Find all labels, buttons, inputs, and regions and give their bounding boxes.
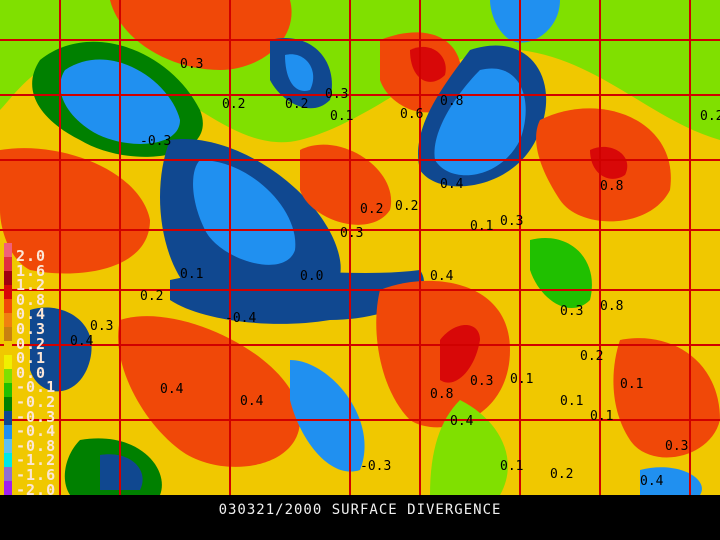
contour-label: 0.2 [700,109,720,124]
contour-label: 0.0 [300,269,323,284]
legend-swatch [4,369,12,383]
legend-label: -0.2 [16,393,57,411]
legend-label: 2.0 [16,247,47,265]
contour-label: 0.1 [470,219,493,234]
contour-label: 0.3 [325,87,348,102]
legend-label: 1.6 [16,261,47,280]
legend-label: 0.0 [16,363,47,382]
contour-label: 0.4 [240,394,264,409]
legend-swatch [4,257,12,271]
contour-label: 0.3 [180,57,203,72]
contour-label: 0.8 [430,387,453,402]
legend-swatch [4,327,12,341]
legend-label: -2.0 [16,480,57,499]
legend-swatch [4,285,12,299]
contour-label: 0.4 [160,382,184,397]
contour-label: 0.1 [560,394,583,409]
legend-swatch [4,467,12,481]
legend-swatch [4,439,12,453]
legend-label: 0.1 [16,349,47,368]
contour-label: 0.1 [500,459,523,474]
contour-label: 0.1 [620,377,643,392]
contour-label: 0.8 [600,179,623,194]
contour-label: 0.6 [400,107,423,122]
contour-label: 0.3 [665,439,688,454]
legend-label: 0.8 [16,290,47,309]
contour-label: -0.4 [225,311,256,326]
contour-label: 0.2 [222,97,245,112]
legend-swatch [4,313,12,327]
contour-label: 0.4 [640,474,664,489]
legend-swatch [4,425,12,439]
contour-label: 0.3 [90,319,113,334]
contour-label: 0.4 [430,269,454,284]
divergence-map: 0.30.2 0.20.30.1-0.30.60.80.40.20.10.80.3… [0,0,720,495]
contour-label: -0.3 [140,134,171,149]
contour-label: 0.1 [590,409,613,424]
legend-swatch [4,481,12,495]
legend-swatch [4,243,12,257]
contour-label: 0.4 [70,334,94,349]
legend-label: 0.3 [16,320,47,338]
legend-label: 1.2 [16,276,47,295]
legend-swatch [4,411,12,425]
legend-swatch [4,355,12,369]
legend-swatch [4,383,12,397]
legend-label: 0.4 [16,305,47,324]
contour-label: 0.8 [440,94,463,109]
contour-label: -0.3 [360,459,391,474]
contour-label: 0.3 [470,374,493,389]
legend-label: -0.3 [16,407,57,426]
legend-swatch [4,299,12,313]
legend-label: -1.2 [16,451,57,470]
contour-labels: 0.3 0.2 0.2 0.3 0.1 -0.3 0.6 0.8 0.4 0.2 0.1 0.8 0.3… [70,57,720,489]
contour-label: 0.2 [395,199,418,214]
legend-swatch [4,453,12,467]
contour-label: 0.1 [510,372,533,387]
legend-label: -0.4 [16,422,57,441]
legend-swatch [4,397,12,411]
legend-swatch [4,341,12,355]
contour-label: 0.3 [560,304,583,319]
legend-label: -0.1 [16,378,57,397]
state-boundaries [0,0,720,495]
legend-label: -1.6 [16,466,57,484]
contour-label: 0.4 [440,177,464,192]
legend-label: -0.8 [16,436,57,455]
contour-label: 0.1 [180,267,203,282]
map-title: 030321/2000 SURFACE DIVERGENCE [218,502,502,518]
contour-label: 0.2 [550,467,573,482]
legend-swatch [4,271,12,285]
divergence-fields [0,0,720,495]
contour-label: 0.2 [140,289,163,304]
contour-label: 0.2 [285,97,308,112]
legend-label: 0.2 [16,334,47,353]
contour-label: 0.4 [450,414,474,429]
contour-label: 0.8 [600,299,623,314]
contour-label: 0.2 [580,349,603,364]
contour-label: 0.1 [330,109,353,124]
contour-label: 0.3 [340,226,363,241]
contour-label: 0.2 [360,202,383,217]
contour-label: 0.3 [500,214,523,229]
